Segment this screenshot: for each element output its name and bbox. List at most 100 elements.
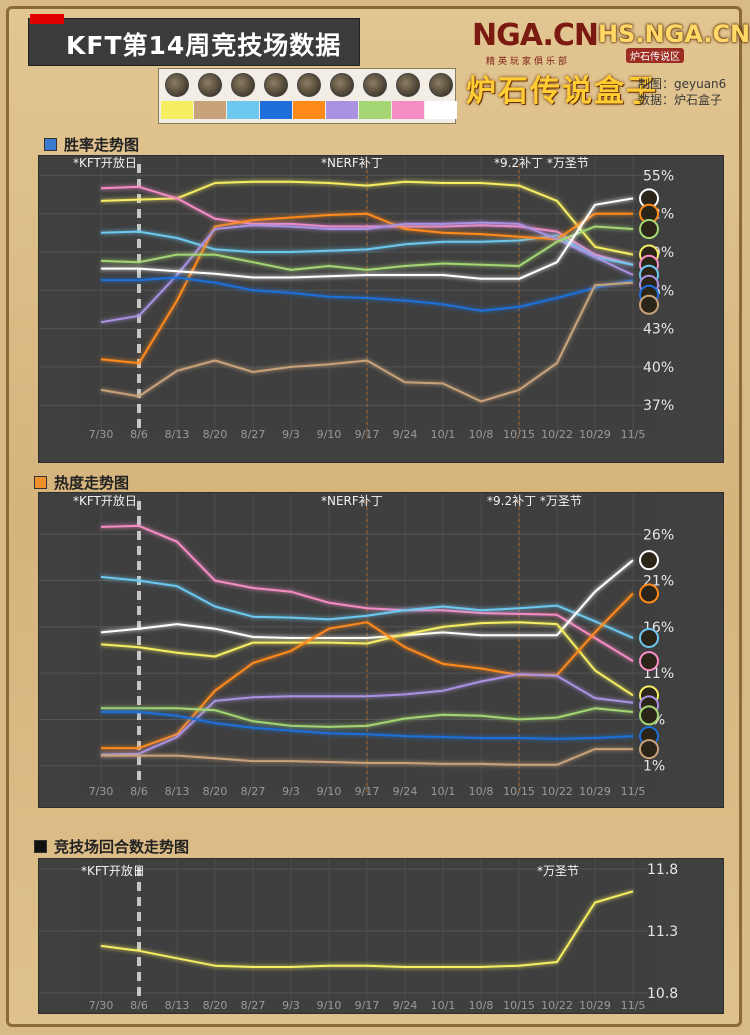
event-annotation: *KFT开放日 bbox=[81, 863, 145, 878]
x-tick-label: 10/22 bbox=[541, 999, 573, 1012]
maker-credit: 制图：geyuan6 bbox=[638, 77, 727, 91]
winrate-chart: 55%52%49%46%43%40%37%7/308/68/138/208/27… bbox=[39, 155, 674, 441]
x-tick-label: 10/15 bbox=[503, 999, 535, 1012]
x-tick-label: 10/1 bbox=[431, 999, 456, 1012]
y-tick-label: 43% bbox=[643, 322, 674, 338]
x-tick-label: 8/6 bbox=[130, 428, 148, 441]
series-line-shaman bbox=[100, 230, 634, 266]
nga-logo-subtitle: 精英玩家俱乐部 bbox=[486, 57, 571, 67]
legend-swatch bbox=[425, 101, 457, 119]
y-tick-label: 26% bbox=[643, 527, 674, 543]
series-line-warrior bbox=[101, 748, 633, 766]
x-tick-label: 8/20 bbox=[203, 999, 228, 1012]
winrate-section-title: 胜率走势图 bbox=[64, 136, 140, 154]
series-line-warlock bbox=[101, 711, 634, 740]
nga-logo: NGA.CN bbox=[472, 18, 599, 53]
x-tick-label: 9/17 bbox=[355, 999, 380, 1012]
x-tick-label: 8/6 bbox=[130, 785, 148, 798]
series-line-paladin bbox=[100, 180, 634, 256]
rounds-section-title: 竞技场回合数走势图 bbox=[54, 838, 190, 856]
shaman-icon bbox=[639, 627, 659, 648]
title-accent bbox=[30, 14, 64, 24]
x-tick-label: 8/13 bbox=[165, 785, 190, 798]
y-tick-label: 37% bbox=[643, 398, 674, 414]
title-box bbox=[28, 18, 360, 66]
event-annotation: *NERF补丁 bbox=[321, 156, 383, 170]
x-tick-label: 11/5 bbox=[621, 428, 646, 441]
rogue-icon bbox=[639, 705, 659, 726]
x-tick-label: 10/8 bbox=[469, 999, 494, 1012]
event-annotation: *9.2补丁 *万圣节 bbox=[494, 156, 589, 170]
legend-item bbox=[390, 69, 424, 123]
legend-item bbox=[291, 69, 325, 123]
x-tick-label: 11/5 bbox=[621, 999, 646, 1012]
hearthstone-box-logo: 炉石传说盒子 bbox=[466, 74, 658, 109]
legend-item bbox=[192, 69, 226, 123]
legend-item bbox=[225, 69, 259, 123]
x-tick-label: 8/20 bbox=[203, 428, 228, 441]
x-tick-label: 10/29 bbox=[579, 999, 611, 1012]
x-tick-label: 9/24 bbox=[393, 428, 418, 441]
legend-swatch bbox=[326, 101, 358, 119]
page-title: KFT第14周竞技场数据 bbox=[66, 31, 342, 60]
rogue-icon bbox=[363, 73, 387, 97]
hs-nga-logo: HS.NGA.CN bbox=[598, 20, 750, 48]
druid-icon bbox=[396, 73, 420, 97]
class-legend bbox=[158, 68, 457, 124]
hs-nga-logo-subtitle: 炉石传说区 bbox=[626, 48, 684, 63]
popularity-chart-panel: 26%21%16%11%6%1%7/308/68/138/208/279/39/… bbox=[38, 492, 724, 808]
x-tick-label: 9/10 bbox=[317, 999, 342, 1012]
x-tick-label: 9/3 bbox=[282, 785, 300, 798]
legend-item bbox=[258, 69, 292, 123]
popularity-section-title: 热度走势图 bbox=[54, 474, 130, 492]
x-tick-label: 9/24 bbox=[393, 999, 418, 1012]
y-tick-label: 55% bbox=[643, 168, 674, 184]
data-credit: 数据：炉石盒子 bbox=[638, 93, 723, 107]
x-tick-label: 10/8 bbox=[469, 428, 494, 441]
series-line-shaman bbox=[100, 575, 634, 639]
x-tick-label: 9/3 bbox=[282, 428, 300, 441]
x-tick-label: 10/8 bbox=[469, 785, 494, 798]
series-line-hunter bbox=[100, 559, 634, 639]
winrate-section-marker bbox=[44, 138, 57, 151]
event-annotation: *NERF补丁 bbox=[321, 494, 383, 508]
series-line-priest bbox=[100, 221, 634, 324]
x-tick-label: 9/10 bbox=[317, 785, 342, 798]
event-annotation: *KFT开放日 bbox=[73, 493, 137, 508]
x-tick-label: 8/27 bbox=[241, 999, 266, 1012]
legend-swatch bbox=[161, 101, 193, 119]
legend-swatch bbox=[260, 101, 292, 119]
druid-icon bbox=[639, 651, 659, 672]
series-line-druid bbox=[100, 524, 634, 662]
mage-icon bbox=[639, 583, 659, 604]
x-tick-label: 7/30 bbox=[89, 785, 114, 798]
hunter-icon bbox=[639, 550, 659, 571]
credits: 制图：geyuan6 数据：炉石盒子 bbox=[638, 76, 726, 108]
series-line-rogue bbox=[100, 225, 634, 271]
legend-swatch bbox=[392, 101, 424, 119]
x-tick-label: 7/30 bbox=[89, 428, 114, 441]
series-line-hunter bbox=[101, 197, 634, 280]
legend-item bbox=[357, 69, 391, 123]
y-tick-label: 40% bbox=[643, 360, 674, 376]
warrior-icon bbox=[198, 73, 222, 97]
series-line-mage bbox=[100, 212, 633, 365]
series-line-druid bbox=[100, 185, 634, 266]
legend-swatch bbox=[359, 101, 391, 119]
rogue-icon bbox=[639, 219, 659, 240]
series-line-warrior bbox=[100, 281, 634, 403]
warrior-icon bbox=[639, 294, 659, 315]
event-annotation: *9.2补丁 *万圣节 bbox=[487, 494, 582, 508]
series-line-warlock bbox=[101, 276, 634, 312]
rounds-chart: 11.8 11.3 10.8 7/30 8/6 8/13 8/20 8/27 9/3 9/10 9/… bbox=[39, 859, 678, 1012]
series-line-rogue bbox=[101, 707, 634, 728]
paladin-icon bbox=[165, 73, 189, 97]
warrior-icon bbox=[639, 739, 659, 760]
x-tick-label: 8/13 bbox=[165, 999, 190, 1012]
x-tick-label: 10/22 bbox=[541, 428, 573, 441]
warlock-icon bbox=[264, 73, 288, 97]
x-tick-label: 8/13 bbox=[165, 428, 190, 441]
x-tick-label: 10/1 bbox=[431, 428, 456, 441]
series-line-rounds bbox=[100, 890, 634, 968]
y-tick-label: 10.8 bbox=[647, 986, 678, 1002]
